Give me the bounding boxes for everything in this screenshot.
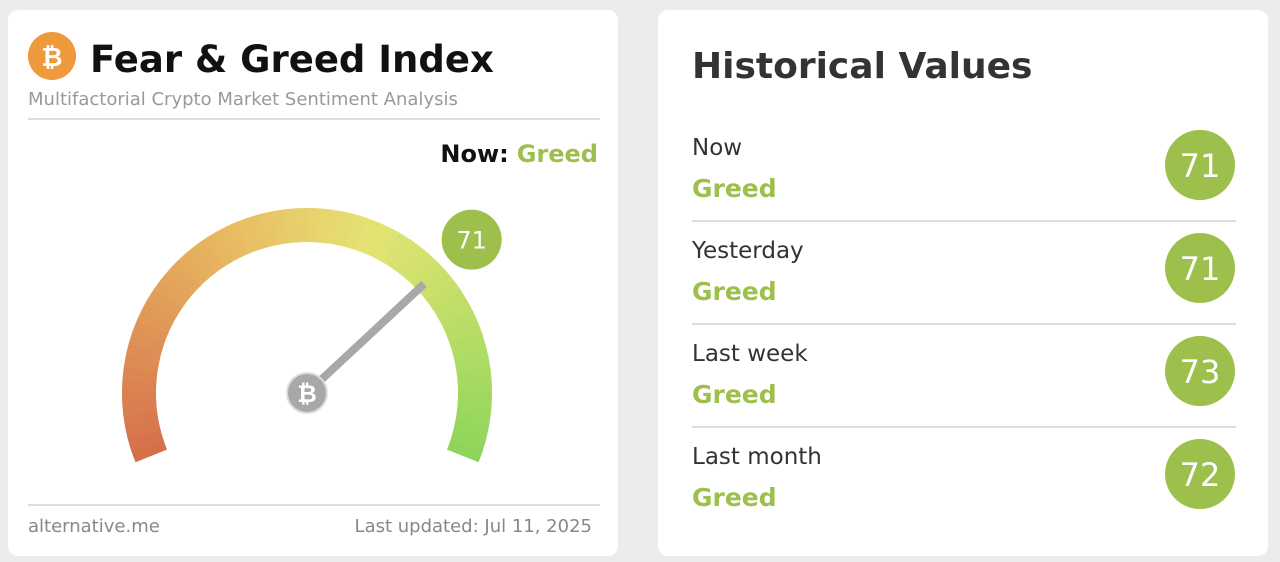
updated: Last updated: Jul 11, 2025 <box>355 516 592 537</box>
subtitle: Multifactorial Crypto Market Sentiment A… <box>28 89 458 110</box>
row-label: Last week <box>692 341 808 367</box>
title: Fear & Greed Index <box>90 38 494 81</box>
row-badge <box>1165 336 1235 406</box>
row-status: Greed <box>692 174 777 203</box>
row-status: Greed <box>692 277 777 306</box>
gauge-value: 71 <box>456 227 487 255</box>
now-status: Greed <box>517 140 598 168</box>
now-label: Now: <box>440 140 508 168</box>
source: alternative.me <box>28 516 160 537</box>
row-badge <box>1165 233 1235 303</box>
gauge-arc <box>446 440 483 463</box>
row-badge <box>1165 130 1235 200</box>
needle-hub <box>286 372 328 414</box>
now-line: Now: Greed <box>440 140 598 168</box>
hub-glyph: ₿ <box>297 380 317 408</box>
row-badge <box>1165 439 1235 509</box>
row-status: Greed <box>692 380 777 409</box>
row-label: Last month <box>692 444 822 470</box>
history-list: Now Greed 71 Yesterday Greed 71 Last week Greed… <box>691 130 1236 512</box>
logo-icon <box>28 32 76 80</box>
logo-glyph: ₿ <box>41 43 62 73</box>
row-value: 71 <box>1180 147 1221 185</box>
history-card <box>658 10 1268 556</box>
row-value: 71 <box>1180 250 1221 288</box>
value-bubble <box>441 209 502 270</box>
row-value: 73 <box>1180 353 1221 391</box>
needle <box>304 281 427 396</box>
row-status: Greed <box>692 483 777 512</box>
history-title: Historical Values <box>692 46 1032 87</box>
row-label: Yesterday <box>691 238 804 264</box>
gauge: ₿ 71 <box>122 208 502 463</box>
row-value: 72 <box>1180 456 1221 494</box>
row-label: Now <box>692 135 742 161</box>
